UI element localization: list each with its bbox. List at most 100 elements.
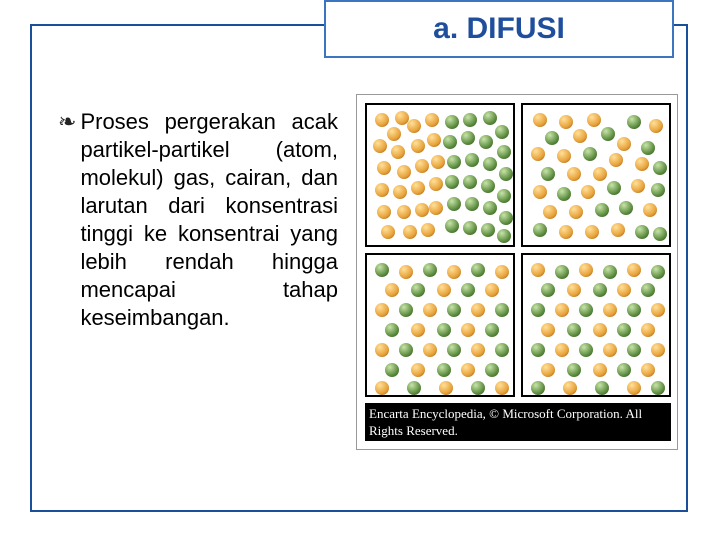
- orange-particle: [495, 381, 509, 395]
- orange-particle: [411, 181, 425, 195]
- orange-particle: [373, 139, 387, 153]
- orange-particle: [407, 119, 421, 133]
- body-text-block: ❧ Proses pergerakan acak partikel-partik…: [58, 108, 338, 332]
- orange-particle: [641, 363, 655, 377]
- orange-particle: [411, 139, 425, 153]
- orange-particle: [375, 343, 389, 357]
- orange-particle: [431, 155, 445, 169]
- orange-particle: [641, 323, 655, 337]
- green-particle: [627, 303, 641, 317]
- diffusion-diagram: Encarta Encyclopedia, © Microsoft Corpor…: [356, 94, 678, 450]
- orange-particle: [631, 179, 645, 193]
- orange-particle: [593, 167, 607, 181]
- green-particle: [411, 283, 425, 297]
- orange-particle: [429, 177, 443, 191]
- green-particle: [545, 131, 559, 145]
- orange-particle: [461, 323, 475, 337]
- orange-particle: [375, 303, 389, 317]
- orange-particle: [423, 343, 437, 357]
- orange-particle: [411, 323, 425, 337]
- orange-particle: [651, 303, 665, 317]
- orange-particle: [533, 113, 547, 127]
- orange-particle: [541, 323, 555, 337]
- green-particle: [531, 303, 545, 317]
- orange-particle: [461, 363, 475, 377]
- orange-particle: [593, 363, 607, 377]
- green-particle: [533, 223, 547, 237]
- orange-particle: [397, 165, 411, 179]
- green-particle: [617, 363, 631, 377]
- orange-particle: [609, 153, 623, 167]
- green-particle: [595, 203, 609, 217]
- orange-particle: [375, 113, 389, 127]
- orange-particle: [559, 115, 573, 129]
- orange-particle: [387, 127, 401, 141]
- orange-particle: [429, 201, 443, 215]
- green-particle: [619, 201, 633, 215]
- green-particle: [499, 167, 513, 181]
- orange-particle: [603, 303, 617, 317]
- green-particle: [593, 283, 607, 297]
- orange-particle: [495, 265, 509, 279]
- green-particle: [485, 363, 499, 377]
- body-text: Proses pergerakan acak partikel-partikel…: [80, 108, 338, 332]
- orange-particle: [627, 381, 641, 395]
- orange-particle: [627, 263, 641, 277]
- orange-particle: [635, 157, 649, 171]
- orange-particle: [415, 203, 429, 217]
- green-particle: [485, 323, 499, 337]
- green-particle: [445, 175, 459, 189]
- green-particle: [483, 111, 497, 125]
- orange-particle: [377, 161, 391, 175]
- orange-particle: [651, 343, 665, 357]
- green-particle: [641, 283, 655, 297]
- green-particle: [617, 323, 631, 337]
- orange-particle: [567, 167, 581, 181]
- orange-particle: [403, 225, 417, 239]
- green-particle: [471, 263, 485, 277]
- orange-particle: [593, 323, 607, 337]
- green-particle: [497, 229, 511, 243]
- orange-particle: [423, 303, 437, 317]
- orange-particle: [533, 185, 547, 199]
- orange-particle: [563, 381, 577, 395]
- orange-particle: [617, 283, 631, 297]
- green-particle: [651, 183, 665, 197]
- green-particle: [555, 265, 569, 279]
- orange-particle: [385, 283, 399, 297]
- orange-particle: [381, 225, 395, 239]
- green-particle: [635, 225, 649, 239]
- green-particle: [463, 113, 477, 127]
- green-particle: [627, 343, 641, 357]
- orange-particle: [543, 205, 557, 219]
- orange-particle: [421, 223, 435, 237]
- green-particle: [481, 179, 495, 193]
- green-particle: [583, 147, 597, 161]
- green-particle: [495, 343, 509, 357]
- orange-particle: [579, 263, 593, 277]
- green-particle: [481, 223, 495, 237]
- green-particle: [445, 115, 459, 129]
- green-particle: [479, 135, 493, 149]
- orange-particle: [581, 185, 595, 199]
- orange-particle: [485, 283, 499, 297]
- green-particle: [653, 227, 667, 241]
- orange-particle: [555, 343, 569, 357]
- green-particle: [385, 363, 399, 377]
- orange-particle: [399, 265, 413, 279]
- orange-particle: [415, 159, 429, 173]
- green-particle: [445, 219, 459, 233]
- green-particle: [497, 189, 511, 203]
- orange-particle: [541, 363, 555, 377]
- orange-particle: [531, 263, 545, 277]
- green-particle: [483, 157, 497, 171]
- green-particle: [461, 131, 475, 145]
- orange-particle: [471, 303, 485, 317]
- orange-particle: [531, 147, 545, 161]
- orange-particle: [447, 265, 461, 279]
- green-particle: [579, 303, 593, 317]
- green-particle: [461, 283, 475, 297]
- green-particle: [595, 381, 609, 395]
- orange-particle: [617, 137, 631, 151]
- panel-top-right: [521, 103, 671, 247]
